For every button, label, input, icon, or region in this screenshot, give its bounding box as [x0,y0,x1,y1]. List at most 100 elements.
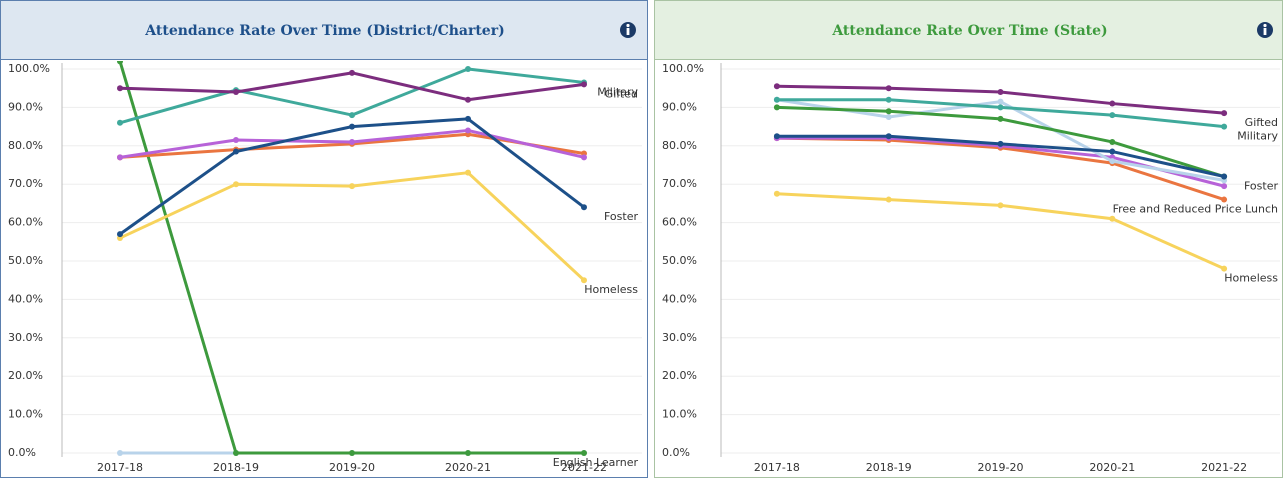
x-tick-label: 2021-22 [1201,461,1247,474]
point [1109,148,1116,155]
panel-header [1,1,647,59]
point [1221,123,1228,130]
y-tick-label: 40.0% [8,292,43,305]
point [233,181,239,188]
x-tick-label: 2018-19 [213,461,259,474]
point [997,104,1004,111]
series-end-label: Gifted [605,87,638,100]
point [233,450,239,456]
point [1221,196,1228,203]
point [465,66,471,72]
point [885,108,892,115]
x-tick-label: 2020-21 [445,461,491,474]
point [773,190,780,197]
point [1109,112,1116,119]
y-tick-label: 80.0% [8,139,43,152]
x-tick-label: 2018-19 [866,461,912,474]
point [997,140,1004,147]
x-tick-label: 2019-20 [978,461,1024,474]
point [773,83,780,90]
y-tick-label: 20.0% [8,369,43,382]
point [885,114,892,120]
y-tick-label: 10.0% [8,408,43,421]
series-end-label: Free and Reduced Price Lunch [1113,203,1278,216]
plot [117,61,587,456]
x-tick-label: 2021-22 [561,461,607,474]
y-tick-label: 0.0% [8,446,36,459]
point [117,450,123,456]
point [117,61,123,65]
info-icon[interactable] [620,22,636,38]
point [1221,173,1228,180]
series-end-label: Homeless [584,283,638,296]
y-tick-label: 70.0% [8,177,43,190]
y-tick-label: 10.0% [662,408,697,421]
series-end-label: Homeless [1224,272,1278,285]
y-tick-label: 0.0% [662,446,690,459]
x-tick-label: 2017-18 [754,461,800,474]
y-tick-label: 80.0% [662,139,697,152]
point [885,133,892,140]
y-tick-label: 100.0% [662,62,704,75]
info-icon[interactable] [1257,22,1273,38]
y-tick-label: 50.0% [662,254,697,267]
point [581,154,587,161]
x-tick-label: 2017-18 [97,461,143,474]
plot [773,83,1228,272]
point [233,148,239,155]
point [581,204,587,211]
point [349,138,355,145]
point [233,89,239,96]
point [773,96,780,103]
chart-title: Attendance Rate Over Time (State) [831,23,1107,39]
point [997,202,1004,209]
point [773,104,780,111]
point [465,96,471,103]
panel-header [655,1,1282,59]
point [997,98,1004,105]
y-tick-label: 30.0% [662,331,697,344]
point [885,196,892,203]
point [349,183,355,190]
point [997,115,1004,122]
chart-title: Attendance Rate Over Time (District/Char… [144,23,504,39]
point [117,154,123,161]
y-tick-label: 90.0% [662,100,697,113]
point [581,81,587,88]
point [465,450,471,456]
point [349,450,355,456]
series-end-label: Military [1237,130,1278,143]
y-tick-label: 60.0% [662,216,697,229]
point [465,169,471,176]
series-end-label: Foster [604,210,638,223]
point [465,127,471,134]
point [349,112,355,119]
panel [0,0,648,478]
point [349,123,355,130]
series-end-label: Gifted [1245,116,1278,129]
series-end-label: English Learner [553,456,639,469]
point [885,85,892,92]
point [773,133,780,140]
point [465,115,471,122]
point [117,119,123,126]
series-end-label: Military [597,85,638,98]
point [117,85,123,92]
point [997,89,1004,96]
y-tick-label: 90.0% [8,100,43,113]
point [233,137,239,144]
point [1109,158,1116,165]
point [581,277,587,284]
point [117,231,123,238]
point [1221,183,1228,190]
y-tick-label: 60.0% [8,216,43,229]
y-tick-label: 100.0% [8,62,50,75]
y-tick-label: 20.0% [662,369,697,382]
point [1109,138,1116,145]
point [349,69,355,76]
point [885,96,892,103]
point [1109,215,1116,222]
point [1221,265,1228,272]
